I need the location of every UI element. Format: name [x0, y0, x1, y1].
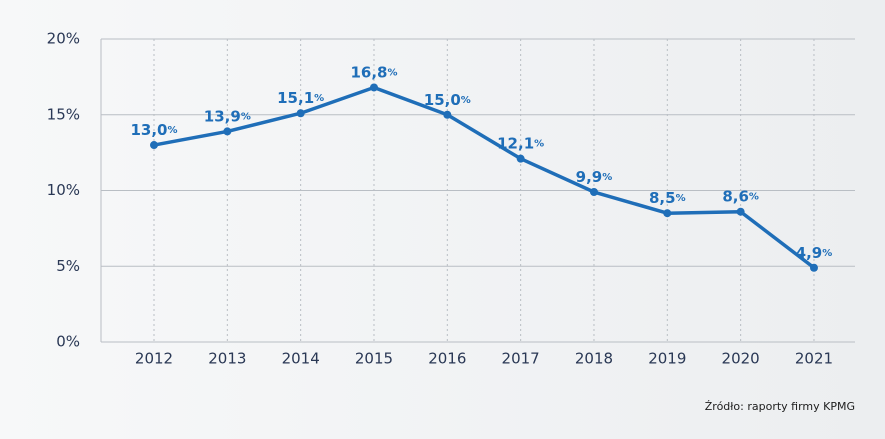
- x-tick-label: 2012: [135, 350, 173, 368]
- data-point: [296, 109, 305, 118]
- x-tick-label: 2017: [502, 350, 540, 368]
- data-point: [150, 141, 158, 150]
- y-tick-label: 5%: [56, 257, 80, 275]
- x-tick-label: 2014: [282, 350, 320, 368]
- x-tick-label: 2021: [795, 350, 833, 368]
- value-label: 13,9%: [204, 107, 251, 125]
- x-tick-label: 2020: [722, 350, 760, 368]
- x-tick-label: 2019: [648, 350, 686, 368]
- value-label: 8,5%: [649, 189, 686, 207]
- data-point: [443, 110, 452, 119]
- y-tick-label: 15%: [47, 105, 80, 123]
- data-point: [589, 188, 598, 197]
- value-label: 9,9%: [576, 168, 613, 186]
- x-tick-label: 2016: [428, 350, 466, 368]
- y-tick-label: 10%: [47, 181, 80, 199]
- data-point: [736, 207, 745, 216]
- y-tick-label: 20%: [47, 30, 80, 48]
- x-tick-label: 2013: [208, 350, 246, 368]
- value-label: 15,1%: [277, 89, 324, 107]
- value-label: 12,1%: [497, 134, 544, 152]
- data-point: [809, 263, 818, 272]
- value-label: 15,0%: [424, 90, 471, 108]
- data-point: [663, 209, 672, 218]
- value-label: 8,6%: [722, 187, 759, 205]
- value-label: 13,0%: [130, 121, 177, 139]
- data-point: [516, 154, 525, 163]
- data-point: [369, 83, 378, 92]
- x-tick-label: 2015: [355, 350, 393, 368]
- value-label: 16,8%: [350, 63, 397, 81]
- value-label: 4,9%: [796, 243, 833, 261]
- data-point: [223, 127, 232, 136]
- y-tick-label: 0%: [56, 333, 80, 351]
- source-note: Źródło: raporty firmy KPMG: [705, 400, 855, 413]
- x-tick-label: 2018: [575, 350, 613, 368]
- data-line: [153, 85, 816, 270]
